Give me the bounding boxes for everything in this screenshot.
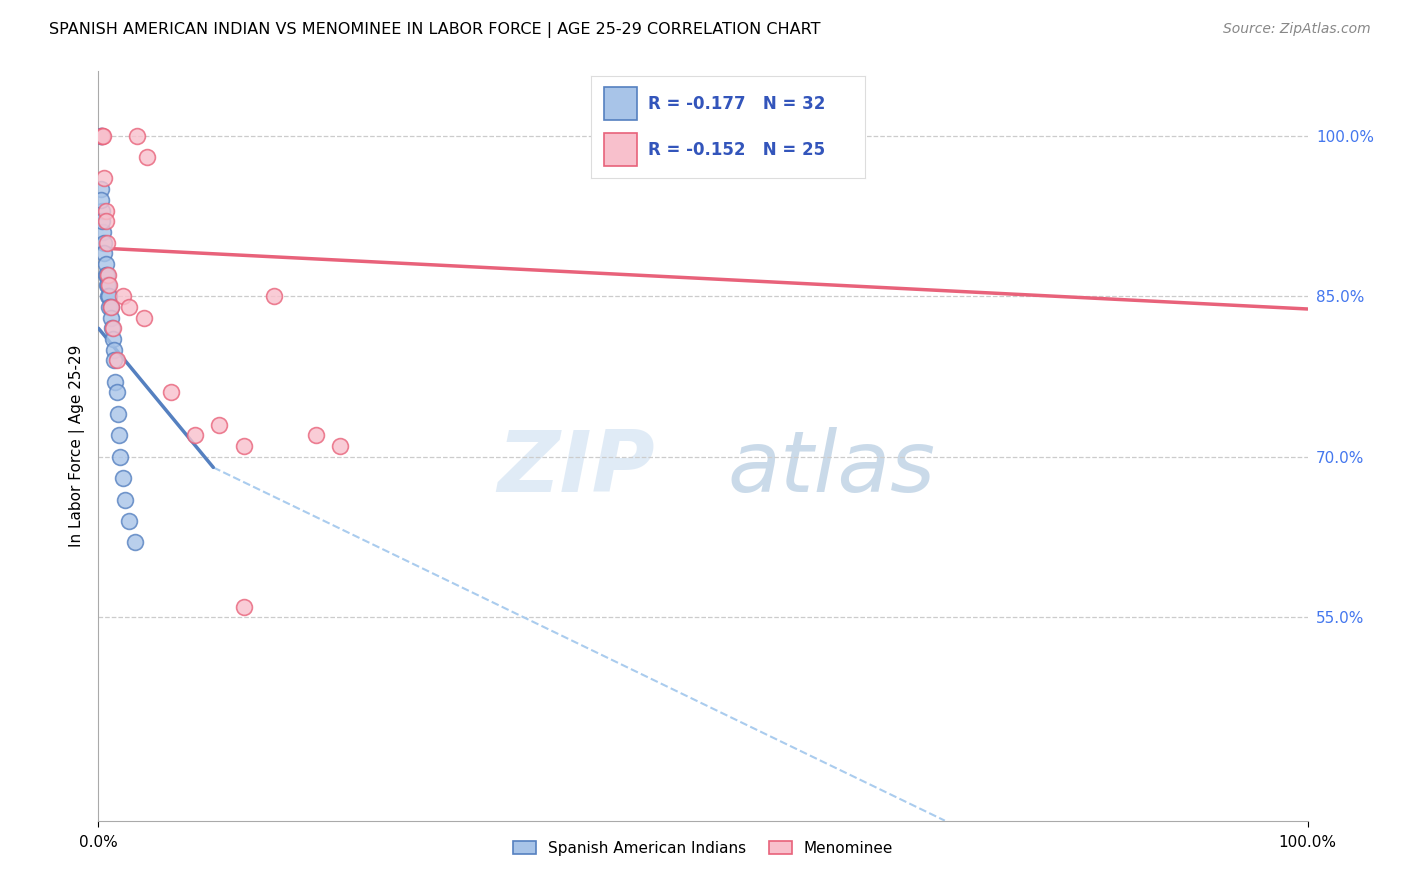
Point <box>111 471 134 485</box>
Point <box>91 128 114 143</box>
Point <box>105 385 128 400</box>
Point <box>118 514 141 528</box>
Point <box>90 182 112 196</box>
Point <box>94 214 117 228</box>
Point <box>94 203 117 218</box>
Point <box>101 332 124 346</box>
Legend: Spanish American Indians, Menominee: Spanish American Indians, Menominee <box>506 834 900 862</box>
FancyBboxPatch shape <box>605 133 637 166</box>
Point <box>263 289 285 303</box>
Point <box>96 278 118 293</box>
Point <box>100 321 122 335</box>
Point <box>91 214 114 228</box>
Point <box>135 150 157 164</box>
Text: SPANISH AMERICAN INDIAN VS MENOMINEE IN LABOR FORCE | AGE 25-29 CORRELATION CHAR: SPANISH AMERICAN INDIAN VS MENOMINEE IN … <box>49 22 821 38</box>
Point <box>103 343 125 357</box>
Point <box>91 128 114 143</box>
Point <box>329 439 352 453</box>
Point <box>97 289 120 303</box>
Point <box>96 268 118 282</box>
Point <box>93 171 115 186</box>
Point <box>91 203 114 218</box>
Point <box>100 300 122 314</box>
Point <box>305 428 328 442</box>
Point <box>98 300 121 314</box>
Point <box>91 128 114 143</box>
Point <box>90 128 112 143</box>
Point <box>104 375 127 389</box>
Point <box>93 246 115 260</box>
Point <box>111 289 134 303</box>
Point <box>94 257 117 271</box>
Text: Source: ZipAtlas.com: Source: ZipAtlas.com <box>1223 22 1371 37</box>
Point <box>98 289 121 303</box>
Point <box>232 439 254 453</box>
Point <box>108 450 131 464</box>
Point <box>91 225 114 239</box>
Point <box>97 278 120 293</box>
Point <box>101 321 124 335</box>
Point <box>93 235 115 250</box>
Point <box>108 428 131 442</box>
Point <box>105 353 128 368</box>
Point <box>90 193 112 207</box>
Point <box>184 428 207 442</box>
Y-axis label: In Labor Force | Age 25-29: In Labor Force | Age 25-29 <box>69 345 84 547</box>
Point <box>118 300 141 314</box>
Point <box>96 235 118 250</box>
Point <box>127 128 149 143</box>
Point <box>103 353 125 368</box>
Point <box>90 128 112 143</box>
Point <box>94 268 117 282</box>
Point <box>114 492 136 507</box>
Point <box>107 407 129 421</box>
FancyBboxPatch shape <box>605 87 637 120</box>
Point <box>100 310 122 325</box>
Point <box>124 535 146 549</box>
Point <box>97 268 120 282</box>
Point <box>232 599 254 614</box>
Point <box>160 385 183 400</box>
Text: ZIP: ZIP <box>496 427 655 510</box>
Point <box>100 300 122 314</box>
Text: R = -0.177   N = 32: R = -0.177 N = 32 <box>648 95 825 112</box>
Text: R = -0.152   N = 25: R = -0.152 N = 25 <box>648 141 825 159</box>
Text: atlas: atlas <box>727 427 935 510</box>
Point <box>134 310 156 325</box>
Point <box>98 278 121 293</box>
Point <box>208 417 231 432</box>
